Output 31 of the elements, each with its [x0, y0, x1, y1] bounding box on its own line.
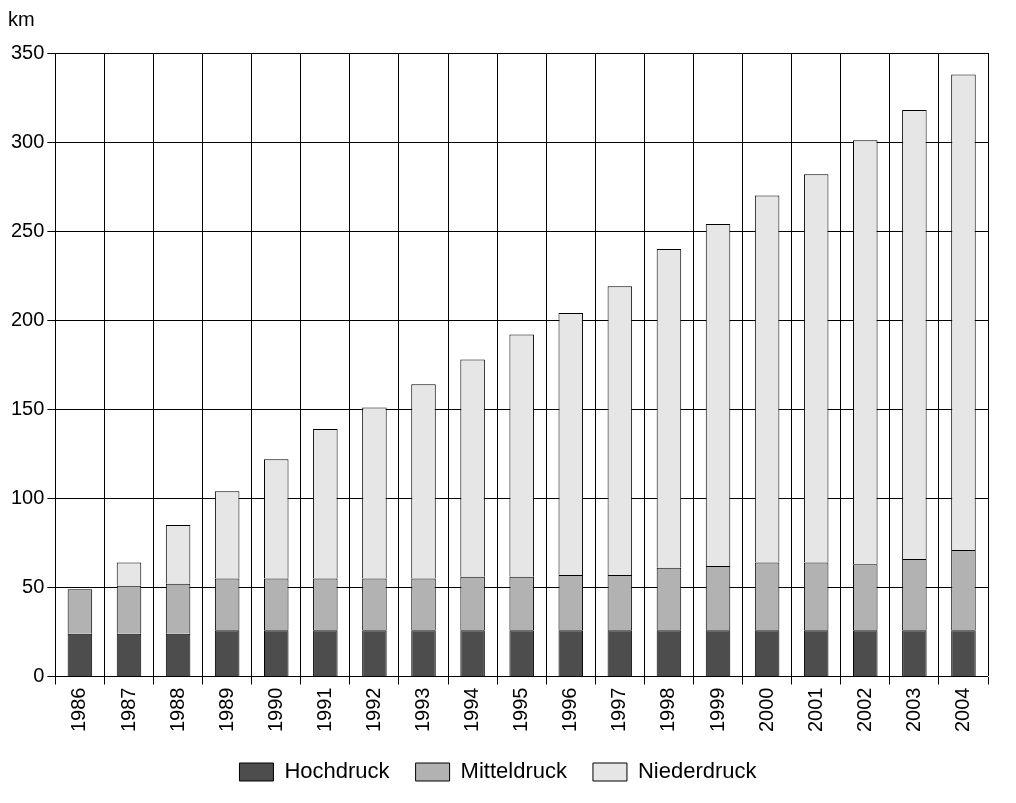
y-tick-label: 250 [10, 218, 45, 241]
x-tick-label: 1987 [116, 687, 139, 733]
y-tick-label: 350 [10, 40, 45, 63]
y-axis-title: km [8, 8, 36, 32]
y-tick-label: 300 [10, 129, 45, 152]
x-tick-label: 1988 [165, 687, 188, 733]
x-tick-label: 1998 [656, 687, 679, 733]
x-tick-label: 1992 [361, 687, 384, 733]
x-tick-label: 1986 [67, 687, 90, 733]
x-tick-label: 1996 [558, 687, 581, 733]
x-tick-label: 1999 [705, 687, 728, 733]
y-tick-label: 0 [33, 664, 45, 687]
x-tick-label: 2001 [803, 687, 826, 733]
y-tick-label: 200 [10, 307, 45, 330]
x-tick-label: 1989 [214, 687, 237, 733]
x-tick-label: 2000 [754, 687, 777, 733]
x-tick-label: 1991 [312, 687, 335, 733]
x-tick-label: 2003 [901, 687, 924, 733]
x-tick-label: 1993 [411, 687, 434, 733]
x-tick-label: 2004 [950, 687, 973, 733]
x-tick-label: 1994 [460, 687, 483, 733]
y-tick-label: 150 [10, 396, 45, 419]
legend-label: Hochdruck [284, 758, 391, 784]
x-tick-label: 1997 [607, 687, 630, 733]
x-tick-label: 2002 [852, 687, 875, 733]
legend-label: Niederdruck [637, 758, 758, 784]
x-tick-label: 1995 [509, 687, 532, 733]
y-tick-label: 100 [10, 485, 45, 508]
y-tick-label: 50 [22, 574, 45, 597]
x-tick-label: 1990 [263, 687, 286, 733]
legend-label: Mitteldruck [460, 758, 568, 784]
